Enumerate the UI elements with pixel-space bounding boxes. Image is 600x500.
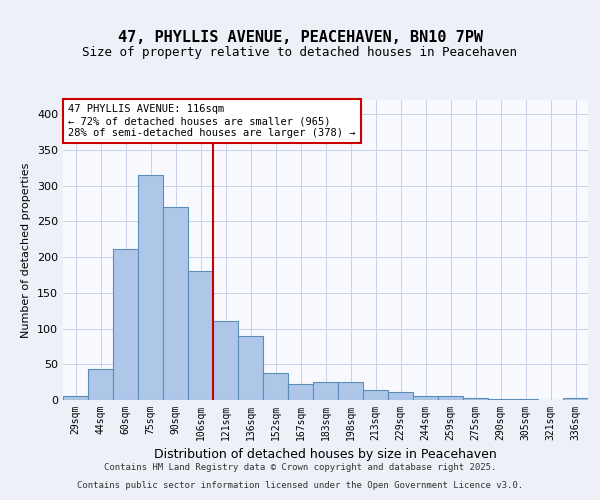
Bar <box>188 272 213 400</box>
Bar <box>263 373 288 400</box>
Bar <box>288 384 313 400</box>
Y-axis label: Number of detached properties: Number of detached properties <box>22 162 31 338</box>
Bar <box>213 322 238 400</box>
Bar <box>313 382 338 400</box>
X-axis label: Distribution of detached houses by size in Peacehaven: Distribution of detached houses by size … <box>154 448 497 462</box>
Text: 47 PHYLLIS AVENUE: 116sqm
← 72% of detached houses are smaller (965)
28% of semi: 47 PHYLLIS AVENUE: 116sqm ← 72% of detac… <box>68 104 356 138</box>
Text: Contains HM Land Registry data © Crown copyright and database right 2025.: Contains HM Land Registry data © Crown c… <box>104 463 496 472</box>
Bar <box>563 398 588 400</box>
Text: Contains public sector information licensed under the Open Government Licence v3: Contains public sector information licen… <box>77 480 523 490</box>
Bar <box>488 398 513 400</box>
Bar <box>388 392 413 400</box>
Bar <box>113 248 138 400</box>
Bar <box>63 396 88 400</box>
Bar <box>88 370 113 400</box>
Bar <box>163 207 188 400</box>
Text: 47, PHYLLIS AVENUE, PEACEHAVEN, BN10 7PW: 47, PHYLLIS AVENUE, PEACEHAVEN, BN10 7PW <box>118 30 482 45</box>
Bar <box>463 398 488 400</box>
Text: Size of property relative to detached houses in Peacehaven: Size of property relative to detached ho… <box>83 46 517 59</box>
Bar <box>438 396 463 400</box>
Bar <box>413 396 438 400</box>
Bar <box>338 382 363 400</box>
Bar <box>238 336 263 400</box>
Bar <box>138 175 163 400</box>
Bar <box>363 390 388 400</box>
